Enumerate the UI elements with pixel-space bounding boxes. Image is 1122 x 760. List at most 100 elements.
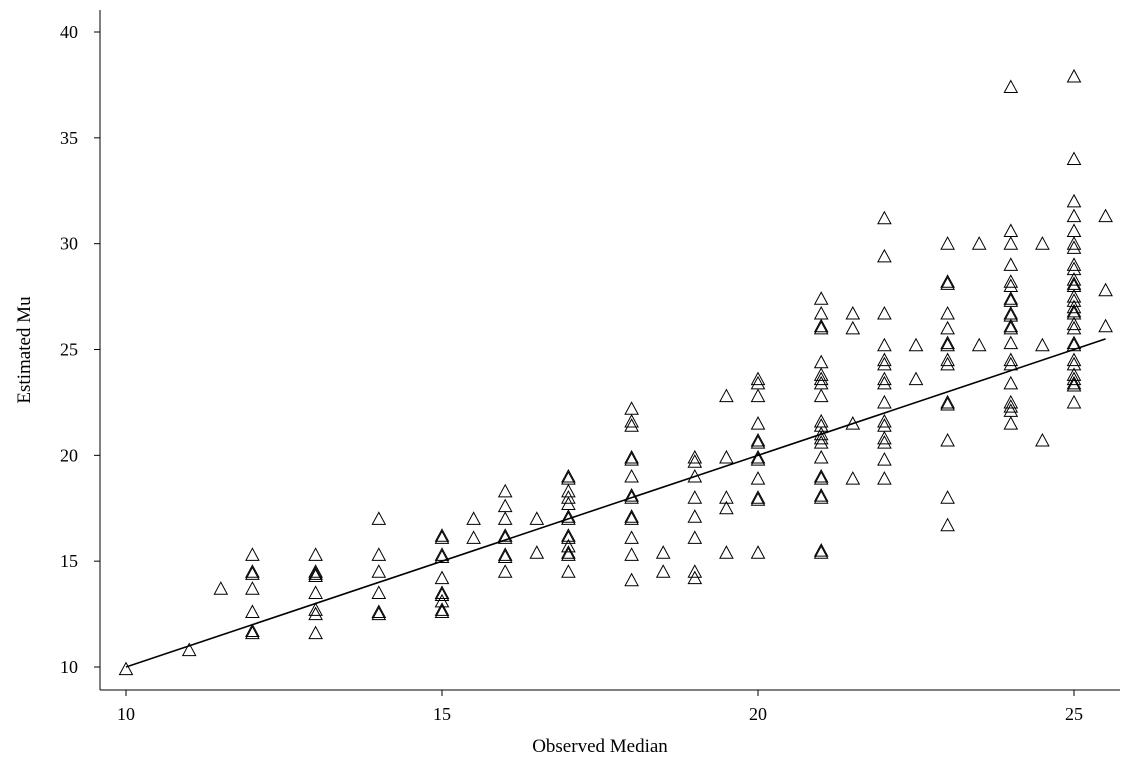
data-point <box>561 564 576 578</box>
data-point <box>308 625 323 640</box>
data-point <box>1098 318 1113 333</box>
data-point <box>813 305 829 320</box>
y-tick-label: 25 <box>60 340 78 360</box>
data-point <box>624 418 639 432</box>
data-point <box>877 337 892 352</box>
data-point <box>1066 278 1082 293</box>
data-point <box>624 509 639 523</box>
data-point <box>1035 432 1050 447</box>
data-point <box>877 452 892 466</box>
data-point <box>245 604 260 618</box>
data-point <box>877 248 892 263</box>
data-point <box>624 487 639 502</box>
data-point <box>940 490 955 504</box>
data-point <box>371 585 387 599</box>
data-point <box>624 530 639 544</box>
data-point <box>434 549 450 563</box>
data-point <box>1066 289 1082 303</box>
data-point <box>877 352 892 367</box>
data-point <box>1003 416 1019 430</box>
data-point <box>624 401 639 415</box>
data-point <box>624 572 639 587</box>
data-point <box>624 511 639 525</box>
data-point <box>719 545 734 559</box>
data-point <box>877 471 892 485</box>
data-point <box>1003 79 1019 94</box>
data-point <box>813 354 829 369</box>
data-point <box>1003 320 1019 335</box>
data-point <box>877 356 892 371</box>
data-point <box>561 490 576 504</box>
y-tick-label: 40 <box>60 22 78 42</box>
x-tick-label: 10 <box>117 704 135 724</box>
data-point <box>813 367 829 381</box>
data-point <box>750 452 766 466</box>
data-point <box>529 545 545 559</box>
data-point <box>813 413 829 428</box>
x-tick-label: 15 <box>433 704 451 724</box>
data-point <box>1003 278 1019 293</box>
data-point <box>750 492 766 506</box>
data-point <box>687 570 703 585</box>
data-point <box>877 435 892 449</box>
data-point <box>434 593 450 608</box>
data-point <box>719 490 734 504</box>
data-point <box>813 430 829 445</box>
data-point <box>497 528 513 542</box>
data-point <box>624 452 639 466</box>
data-points <box>118 68 1113 676</box>
data-point <box>813 543 829 557</box>
data-point <box>181 642 197 657</box>
data-point <box>1066 236 1082 250</box>
data-point <box>1066 208 1082 223</box>
data-point <box>624 468 639 483</box>
data-point <box>561 528 576 542</box>
data-point <box>624 547 639 561</box>
data-point <box>1066 68 1082 83</box>
data-point <box>940 432 955 447</box>
data-point <box>371 606 387 621</box>
data-point <box>940 337 955 352</box>
data-point <box>1066 316 1082 331</box>
data-point <box>845 320 861 335</box>
data-point <box>245 564 260 578</box>
data-point <box>497 511 513 525</box>
data-point <box>813 449 829 464</box>
data-point <box>434 585 450 599</box>
data-point <box>434 604 450 618</box>
data-point <box>1066 151 1082 166</box>
data-point <box>813 471 829 485</box>
data-point <box>1003 223 1019 237</box>
data-point <box>371 511 387 525</box>
data-point <box>497 483 513 498</box>
data-point <box>497 547 513 561</box>
data-point <box>1035 236 1050 250</box>
data-point <box>561 468 576 483</box>
data-point <box>245 566 260 580</box>
y-tick-label: 30 <box>60 234 78 254</box>
data-point <box>1066 223 1082 237</box>
data-point <box>813 318 829 333</box>
data-point <box>308 585 323 599</box>
data-point <box>877 210 892 225</box>
data-point <box>877 418 892 432</box>
data-point <box>655 545 671 559</box>
data-point <box>940 236 955 250</box>
data-point <box>1066 193 1082 208</box>
data-point <box>1066 320 1082 335</box>
data-point <box>1066 356 1082 371</box>
data-point <box>308 564 323 578</box>
data-point <box>813 375 829 390</box>
data-point <box>561 545 576 559</box>
data-point <box>877 430 892 445</box>
axes <box>99 10 1120 691</box>
data-point <box>750 471 766 485</box>
data-point <box>1003 335 1019 350</box>
data-point <box>1003 375 1019 390</box>
data-point <box>750 375 766 390</box>
data-point <box>466 530 481 544</box>
data-point <box>908 337 924 352</box>
data-point <box>655 564 671 578</box>
data-point <box>1003 403 1019 417</box>
data-point <box>845 471 861 485</box>
